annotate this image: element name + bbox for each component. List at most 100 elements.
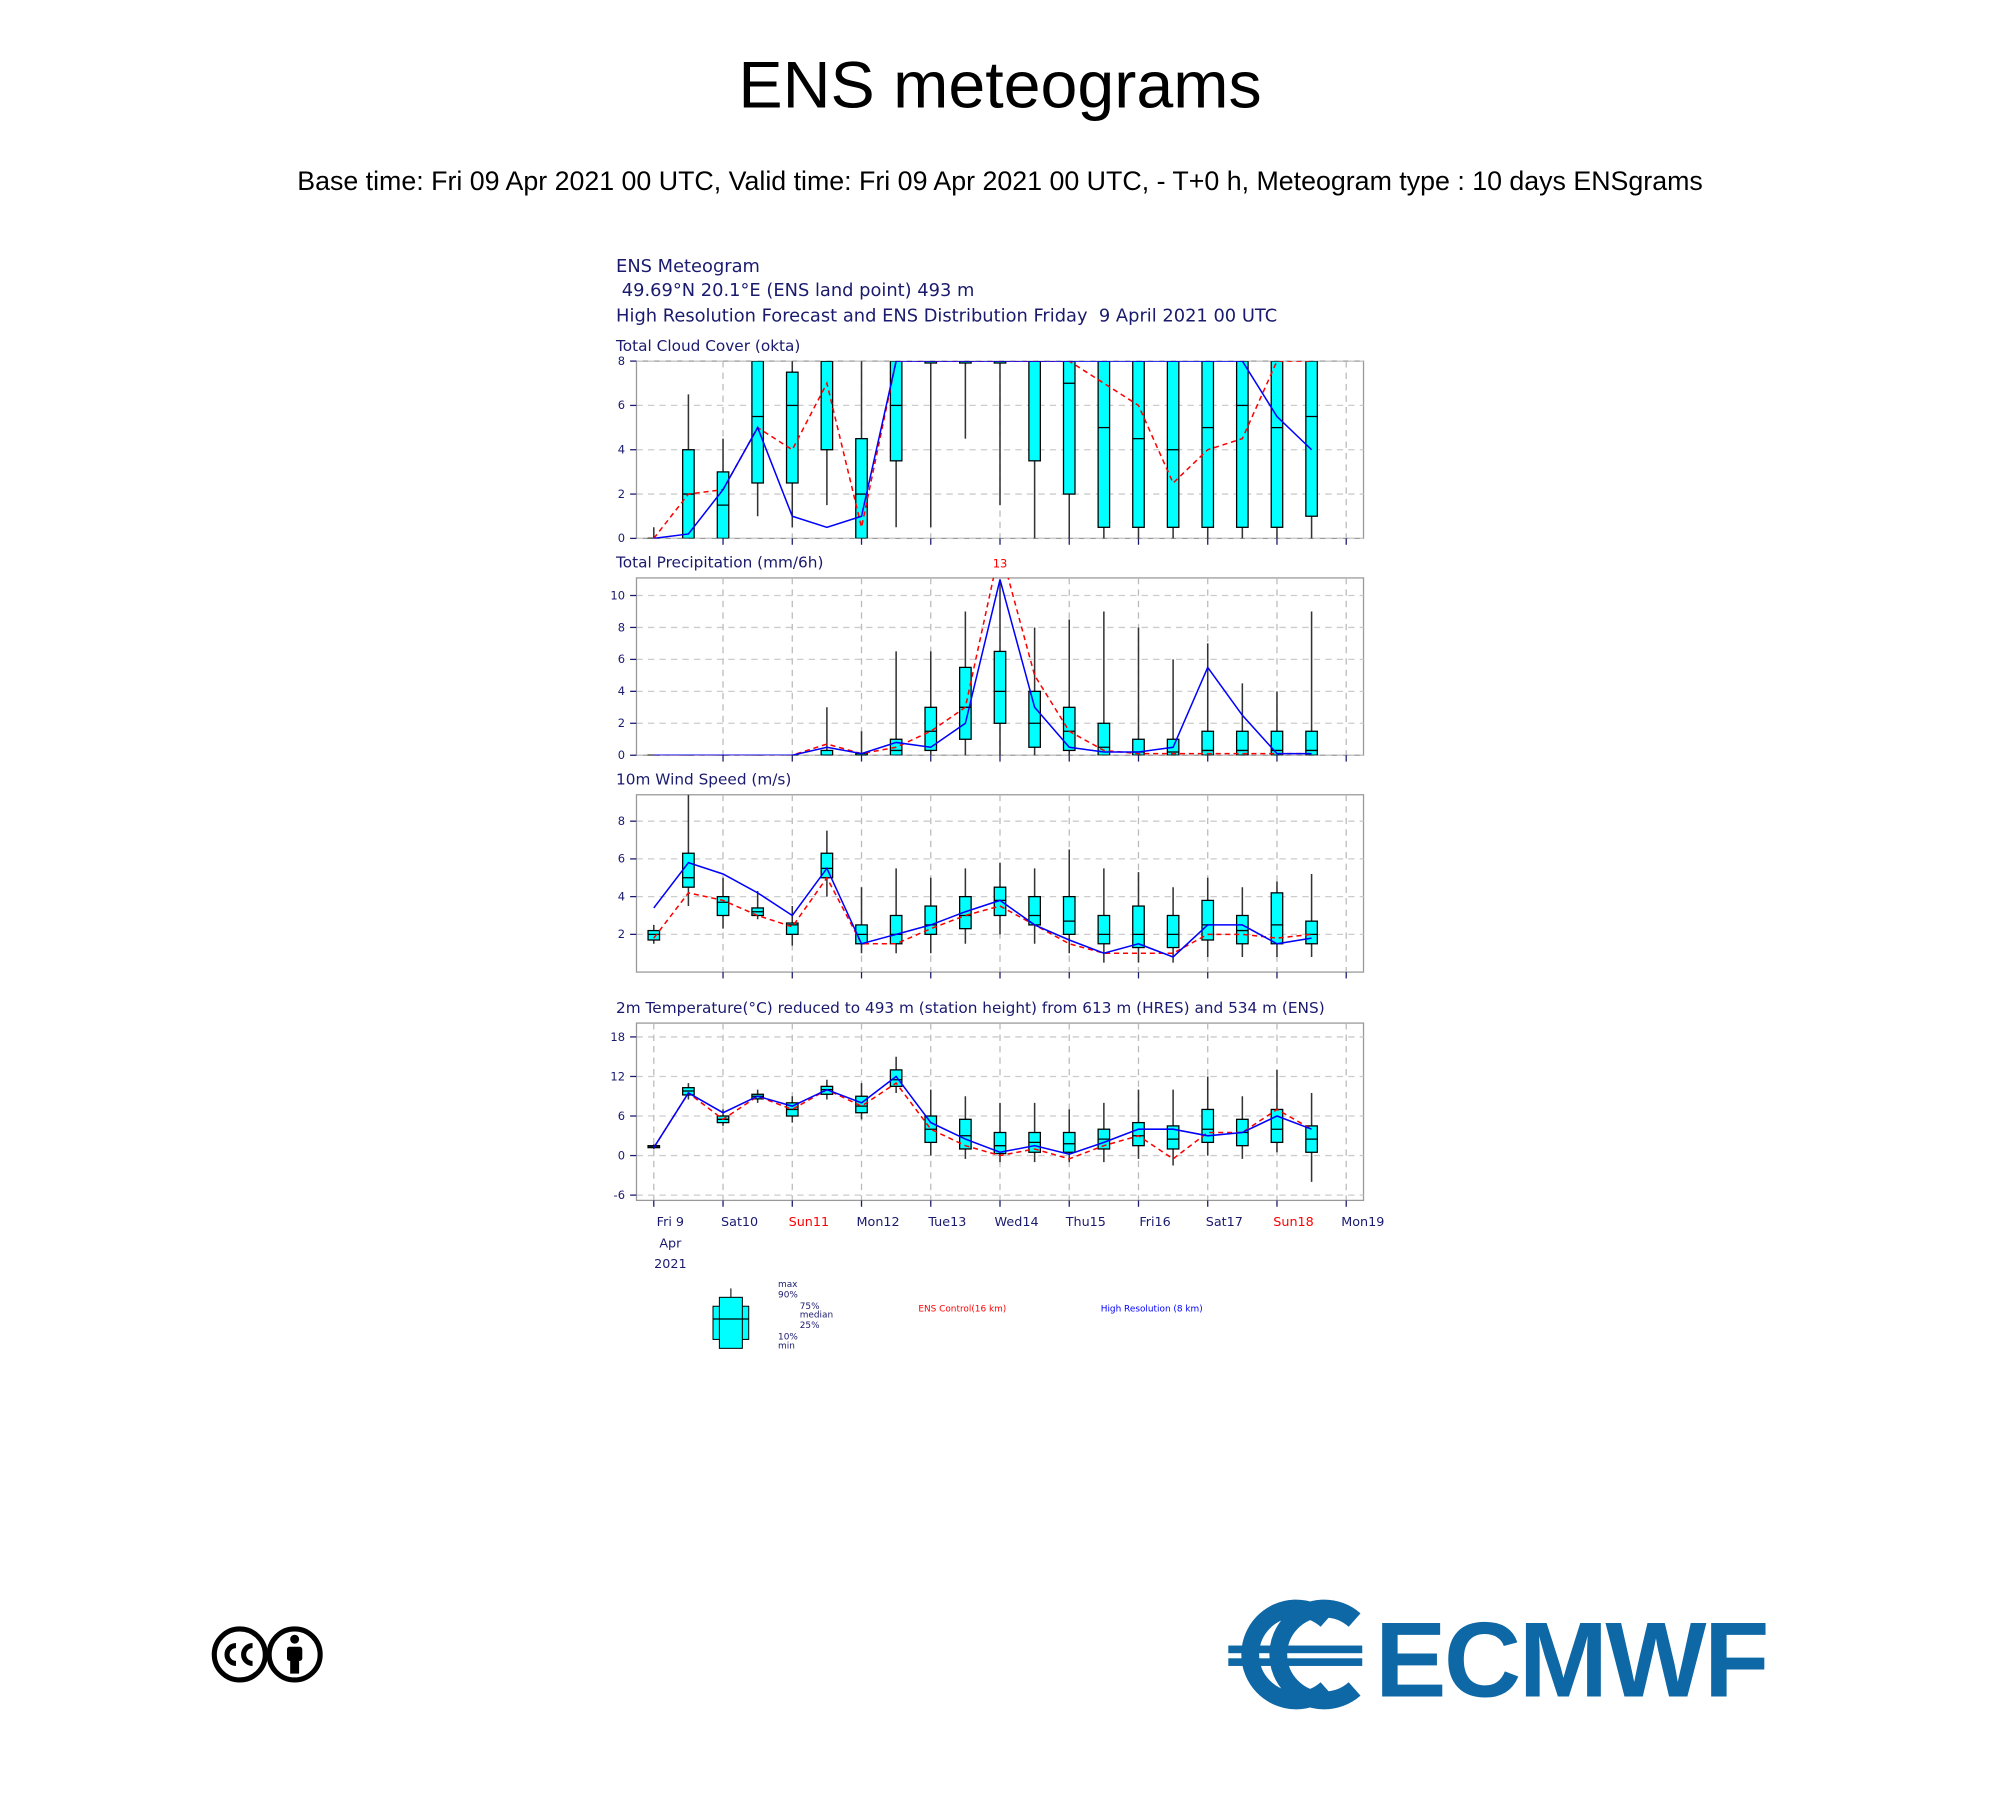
y-tick-label: 2 <box>618 716 625 730</box>
box <box>1166 1125 1180 1150</box>
y-tick-label: 12 <box>610 1069 625 1083</box>
box <box>1132 905 1145 949</box>
logo-text: ECMWF <box>1375 1600 1767 1720</box>
box <box>889 361 903 462</box>
x-date-label: 2021 <box>654 1257 686 1272</box>
panel-title: Total Cloud Cover (okta) <box>615 337 800 355</box>
box <box>993 1131 1007 1155</box>
box <box>855 438 868 539</box>
box <box>1270 730 1284 756</box>
y-tick-label: 0 <box>618 748 625 762</box>
y-tick-label: 6 <box>618 1109 625 1123</box>
x-tick-label: Sun11 <box>789 1215 829 1230</box>
box <box>1062 895 1076 935</box>
legend-hres: High Resolution (8 km) <box>1101 1304 1203 1314</box>
box <box>1097 722 1111 756</box>
box <box>1201 899 1215 941</box>
legend-stat: median <box>800 1311 833 1321</box>
box <box>993 650 1007 724</box>
x-tick-label: Thu15 <box>1065 1215 1106 1230</box>
y-tick-label: 18 <box>610 1030 625 1044</box>
header-line: ENS Meteogram <box>616 256 760 277</box>
x-tick-label: Sat17 <box>1206 1215 1243 1230</box>
legend-stat: 25% <box>800 1321 820 1331</box>
series-line <box>653 861 1312 958</box>
header-line: High Resolution Forecast and ENS Distrib… <box>616 306 1277 327</box>
box <box>1201 1108 1215 1144</box>
value-label: 13 <box>993 557 1008 571</box>
y-tick-label: 2 <box>618 927 625 941</box>
plot-area <box>647 794 1318 963</box>
box <box>1166 914 1180 949</box>
box <box>1028 361 1041 462</box>
x-date-label: Apr <box>659 1237 682 1252</box>
box <box>1305 730 1318 756</box>
box <box>959 666 972 740</box>
panel-title: 2m Temperature(°C) reduced to 493 m (sta… <box>616 999 1325 1017</box>
box <box>924 706 938 752</box>
box <box>751 361 765 484</box>
series-line <box>653 579 1312 756</box>
y-tick-label: 8 <box>618 814 625 828</box>
page-subtitle: Base time: Fri 09 Apr 2021 00 UTC, Valid… <box>297 166 1703 196</box>
box <box>647 929 661 941</box>
box <box>889 914 903 945</box>
legend-stat: 90% <box>778 1290 798 1300</box>
box <box>959 1118 972 1150</box>
box <box>1235 361 1249 528</box>
box <box>993 361 1007 364</box>
box <box>1201 361 1215 528</box>
box <box>924 905 938 935</box>
box <box>1201 730 1215 756</box>
y-tick-label: 8 <box>618 354 625 368</box>
box <box>993 886 1007 917</box>
box <box>1097 914 1111 945</box>
y-tick-label: 6 <box>618 852 625 866</box>
y-tick-label: 4 <box>618 889 625 903</box>
box <box>1166 361 1180 528</box>
ecmwf-logo[interactable]: ECMWF <box>1228 1600 1769 1720</box>
box <box>820 361 834 451</box>
y-tick-label: 8 <box>618 620 625 634</box>
legend-stat: max <box>778 1280 797 1290</box>
box <box>889 1069 903 1087</box>
header-line: 49.69°N 20.1°E (ENS land point) 493 m <box>616 280 974 301</box>
x-tick-label: Wed14 <box>995 1215 1039 1230</box>
plot-area <box>647 1056 1318 1182</box>
box <box>1062 1131 1076 1153</box>
x-tick-label: Fri16 <box>1139 1215 1170 1230</box>
cc-license-icon[interactable] <box>211 1626 323 1683</box>
y-tick-label: 4 <box>618 684 625 698</box>
y-tick-label: 0 <box>618 1148 625 1162</box>
y-tick-label: 6 <box>618 652 625 666</box>
box <box>820 749 834 756</box>
box <box>1062 706 1076 752</box>
series-line <box>653 361 1312 539</box>
box <box>1028 895 1041 926</box>
box <box>959 361 972 364</box>
box <box>1132 1121 1145 1147</box>
legend-stat: min <box>778 1341 795 1351</box>
legend-box-inner <box>718 1296 743 1349</box>
legend-stat: 75% <box>800 1302 820 1312</box>
box <box>716 895 730 917</box>
x-tick-label: Fri 9 <box>657 1215 684 1230</box>
box <box>1235 730 1249 756</box>
box <box>855 1095 868 1114</box>
box <box>1028 690 1041 748</box>
page-title: ENS meteograms <box>738 48 1261 122</box>
box <box>1305 920 1318 945</box>
y-tick-label: -6 <box>614 1188 625 1202</box>
box <box>959 895 972 930</box>
box <box>1270 892 1284 945</box>
y-tick-label: 0 <box>618 531 625 545</box>
panel-title: 10m Wind Speed (m/s) <box>616 771 791 789</box>
x-tick-label: Tue13 <box>927 1215 966 1230</box>
box <box>785 922 799 935</box>
box <box>1235 914 1249 945</box>
plot-area <box>647 361 1318 539</box>
y-tick-label: 2 <box>618 487 625 501</box>
legend-stat: 10% <box>778 1332 798 1342</box>
